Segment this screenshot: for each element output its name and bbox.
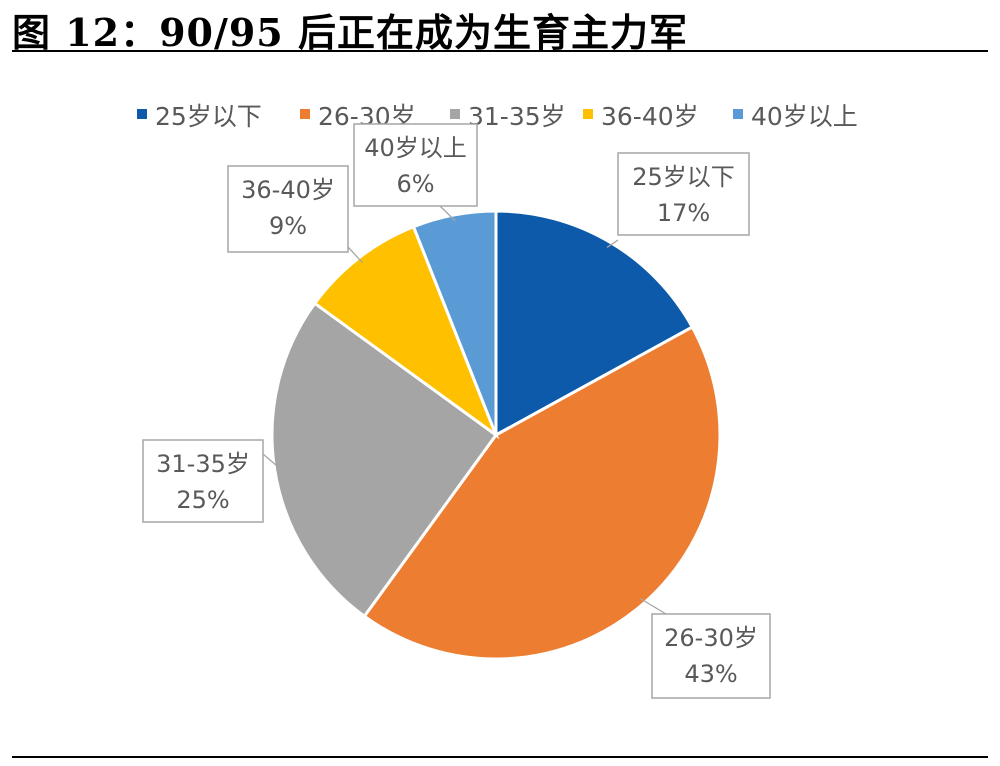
legend-swatch xyxy=(733,109,743,119)
pie-slice xyxy=(494,209,695,438)
label-box xyxy=(142,439,264,523)
legend-item: 31-35岁 xyxy=(450,102,566,131)
label-category: 40岁以上 xyxy=(364,134,467,162)
bottom-rule xyxy=(12,756,988,758)
figure-title: 图 12：90/95 后正在成为生育主力军 xyxy=(12,10,688,55)
legend-label: 40岁以上 xyxy=(751,102,858,131)
label-percent: 25% xyxy=(176,486,229,514)
label-box xyxy=(651,613,771,699)
data-label: 36-40岁 9% xyxy=(227,165,363,264)
data-labels: 25岁以下 17% 26-30岁 43% 31-35岁 25% 36-40岁 9% 40岁以上 6… xyxy=(142,123,771,699)
label-percent: 9% xyxy=(269,212,307,240)
legend-swatch xyxy=(300,109,310,119)
legend-label: 36-40岁 xyxy=(601,102,699,131)
label-percent: 17% xyxy=(657,199,710,227)
leader-line xyxy=(606,239,619,248)
label-percent: 6% xyxy=(396,170,434,198)
pie-slice xyxy=(362,325,722,661)
data-label: 26-30岁 43% xyxy=(639,597,771,699)
legend-item: 40岁以上 xyxy=(733,102,858,131)
pie-slices xyxy=(270,209,722,661)
title-rule xyxy=(12,50,988,52)
legend-item: 36-40岁 xyxy=(583,102,699,131)
leader-line xyxy=(439,205,456,222)
leader-line xyxy=(639,597,667,615)
label-category: 36-40岁 xyxy=(241,176,335,204)
label-box xyxy=(353,123,478,207)
label-category: 25岁以下 xyxy=(632,163,735,191)
leader-line xyxy=(262,453,282,470)
data-label: 40岁以上 6% xyxy=(353,123,478,222)
label-box xyxy=(227,165,349,253)
legend-label: 25岁以下 xyxy=(155,102,262,131)
label-box xyxy=(617,152,750,236)
pie-slice xyxy=(411,209,498,436)
pie-slice xyxy=(270,301,499,619)
leader-line xyxy=(347,246,363,264)
data-label: 31-35岁 25% xyxy=(142,439,282,523)
legend-swatch xyxy=(583,109,593,119)
label-percent: 43% xyxy=(684,660,737,688)
legend-swatch xyxy=(450,109,460,119)
label-category: 26-30岁 xyxy=(664,624,758,652)
legend-label: 31-35岁 xyxy=(468,102,566,131)
data-label: 25岁以下 17% xyxy=(606,152,750,248)
label-category: 31-35岁 xyxy=(156,450,250,478)
chart-legend: 25岁以下 26-30岁 31-35岁 36-40岁 40岁以上 xyxy=(137,102,858,131)
legend-item: 25岁以下 xyxy=(137,102,262,131)
legend-swatch xyxy=(137,109,147,119)
